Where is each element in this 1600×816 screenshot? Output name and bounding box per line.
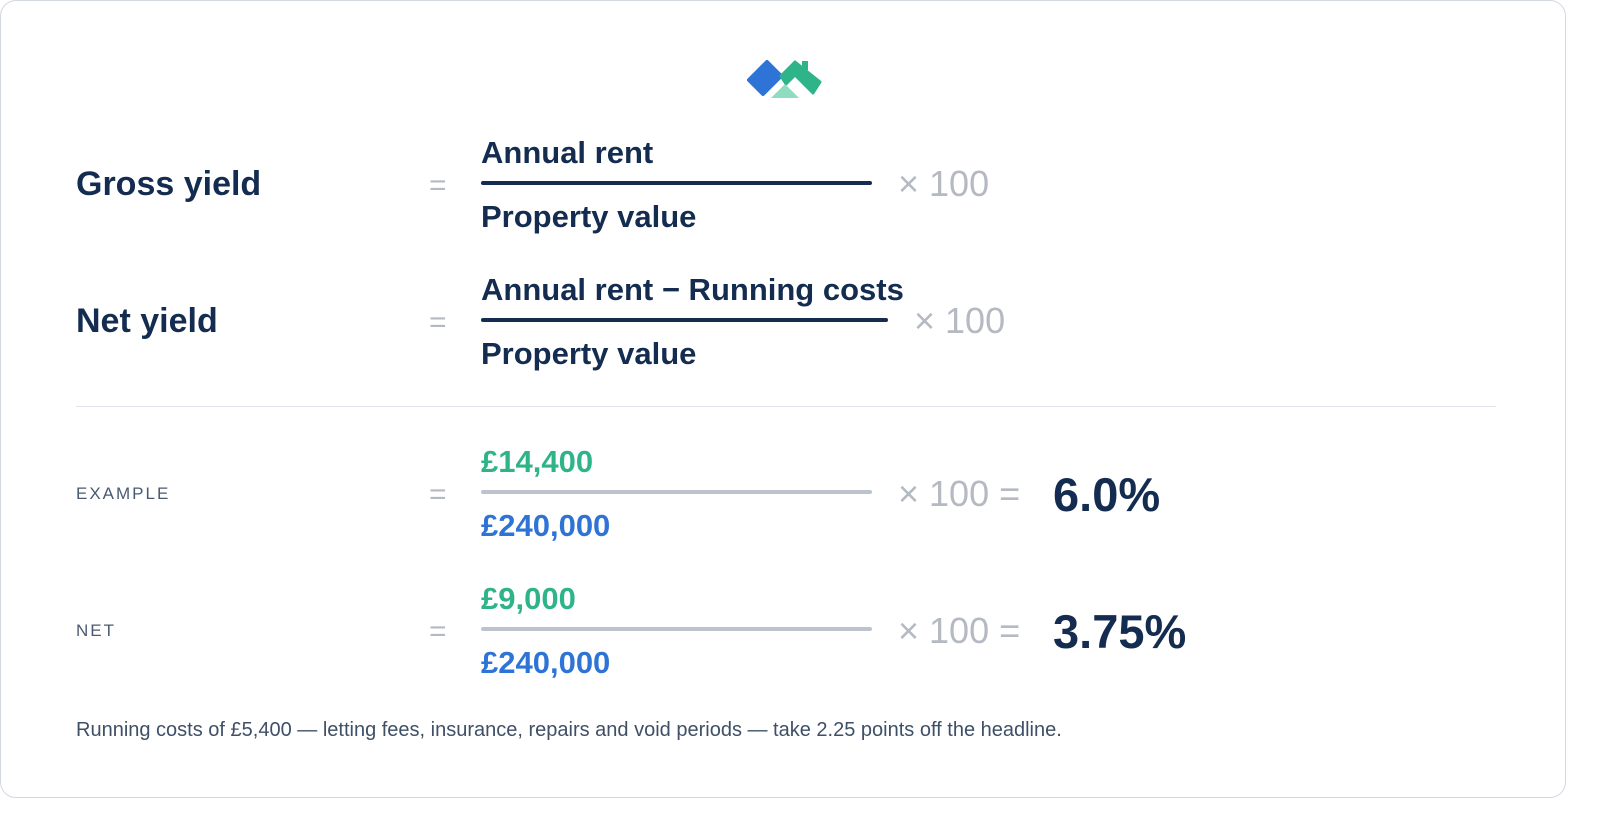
gross-equals-sign: = <box>429 169 447 202</box>
net-example-equals-sign: = <box>429 615 447 648</box>
net-numerator: Annual rent − Running costs <box>481 272 904 307</box>
net-denominator: Property value <box>481 336 697 371</box>
net-example-result: 3.75% <box>1053 605 1187 658</box>
net-example-numerator: £9,000 <box>481 581 576 616</box>
example-result: 6.0% <box>1053 468 1161 521</box>
example-denominator: £240,000 <box>481 508 611 543</box>
section-divider <box>76 406 1496 407</box>
net-example-label: NET <box>76 621 116 640</box>
net-multiplier: × 100 <box>914 300 1006 341</box>
example-equals-sign: = <box>429 478 447 511</box>
net-example-fraction-bar <box>481 627 872 631</box>
net-yield-label: Net yield <box>76 302 218 340</box>
net-fraction-bar <box>481 318 888 322</box>
net-equals-sign: = <box>429 306 447 339</box>
yield-card: Gross yield = Annual rent Property value… <box>0 0 1566 798</box>
example-multiplier: × 100 = <box>898 473 1021 514</box>
gross-denominator: Property value <box>481 199 697 234</box>
example-label: EXAMPLE <box>76 484 171 503</box>
house-roof-logo-icon <box>747 60 822 98</box>
net-example-multiplier: × 100 = <box>898 610 1021 651</box>
gross-fraction-bar <box>481 181 872 185</box>
gross-numerator: Annual rent <box>481 135 654 170</box>
footnote: Running costs of £5,400 — letting fees, … <box>76 719 1062 741</box>
example-fraction-bar <box>481 490 872 494</box>
gross-multiplier: × 100 <box>898 163 990 204</box>
gross-yield-label: Gross yield <box>76 165 262 203</box>
example-numerator: £14,400 <box>481 444 594 479</box>
net-example-denominator: £240,000 <box>481 645 611 680</box>
